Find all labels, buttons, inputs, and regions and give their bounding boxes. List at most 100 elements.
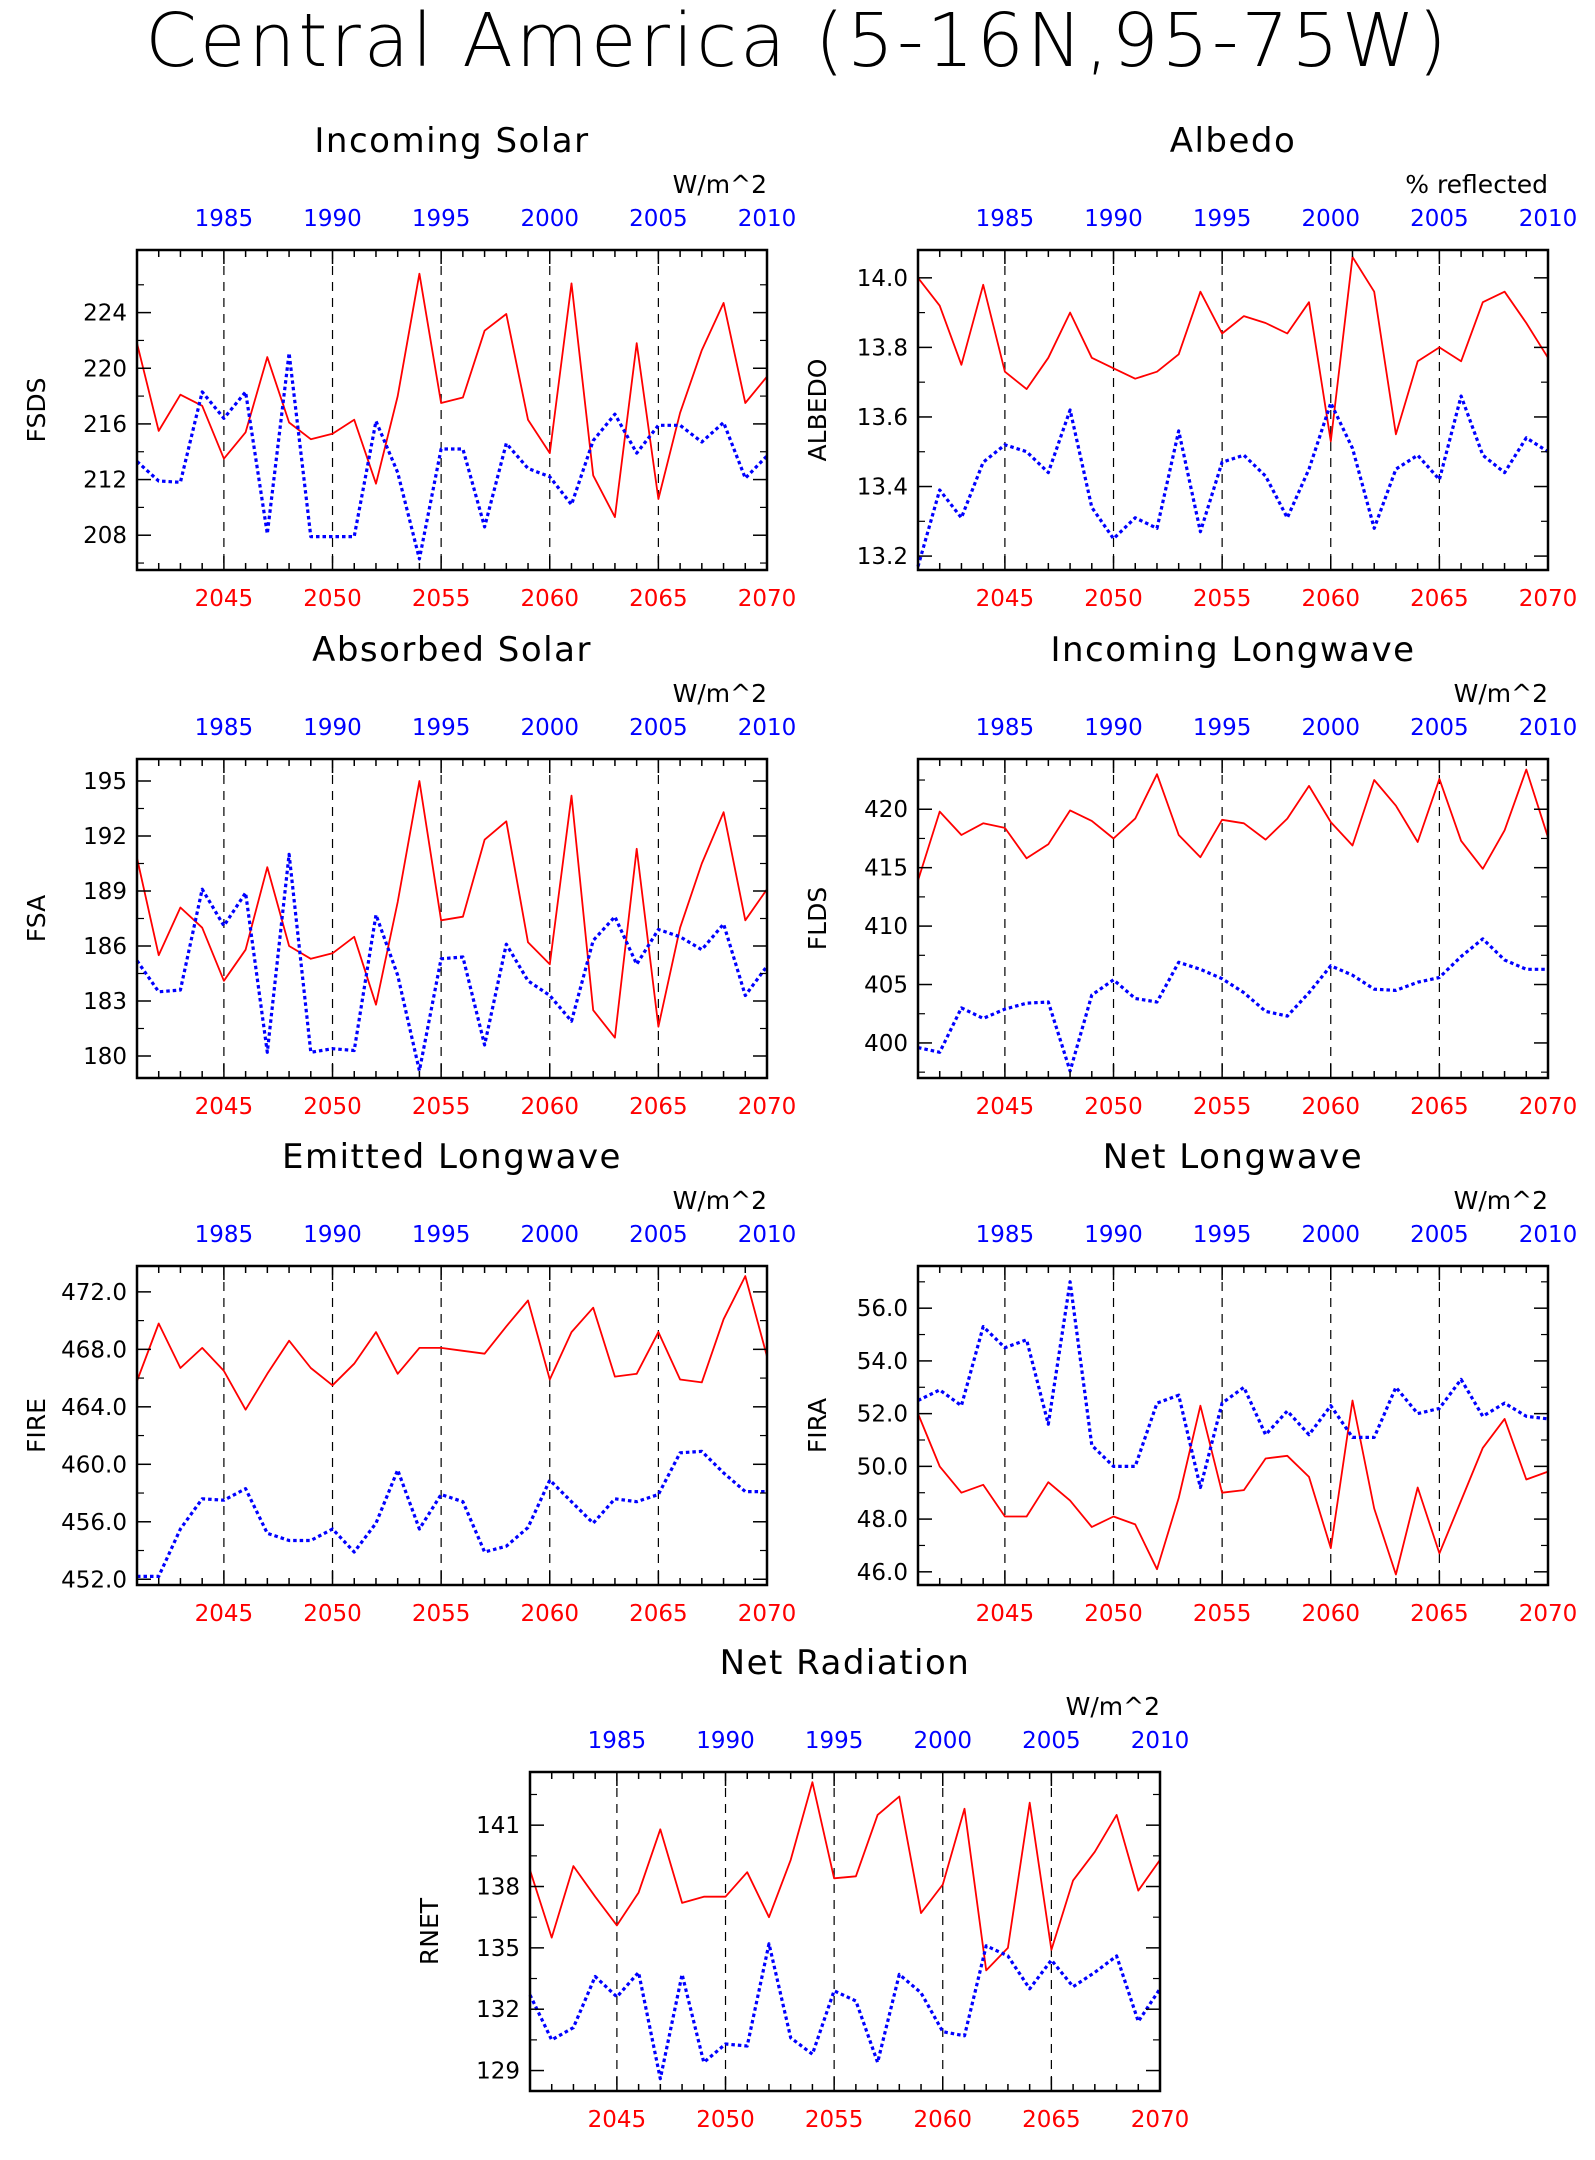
- x-tick-label-future: 2055: [412, 586, 471, 612]
- y-tick-label: 186: [83, 934, 127, 960]
- x-tick-label-future: 2065: [629, 1601, 688, 1627]
- y-tick-label: 415: [864, 856, 908, 882]
- x-tick-label-present: 1995: [1193, 206, 1252, 232]
- x-tick-label-future: 2060: [520, 1601, 579, 1627]
- x-tick-label-future: 2060: [913, 2107, 972, 2133]
- x-tick-label-present: 1995: [1193, 715, 1252, 741]
- y-tick-label: 13.8: [857, 335, 908, 361]
- units-label: W/m^2: [673, 170, 767, 199]
- y-tick-label: 13.6: [857, 405, 908, 431]
- x-tick-label-future: 2065: [1410, 586, 1469, 612]
- plot-frame: [916, 248, 1550, 572]
- series-present-line: [917, 1280, 1549, 1490]
- y-tick-label: 452.0: [61, 1567, 127, 1593]
- chart-title: Absorbed Solar: [312, 630, 592, 670]
- series-present-line: [917, 937, 1548, 1073]
- series-present-line: [135, 351, 769, 561]
- series-future-line: [917, 768, 1549, 881]
- x-tick-label-future: 2055: [412, 1601, 471, 1627]
- x-tick-label-future: 2050: [1084, 1601, 1143, 1627]
- y-tick-label: 13.2: [857, 544, 908, 570]
- x-tick-label-present: 1990: [1084, 206, 1143, 232]
- page-title: Central America (5-16N,95-75W): [145, 0, 1450, 84]
- chart-albedo: Albedo % reflected 2045 2050 2055 2060 2065 207…: [803, 121, 1577, 612]
- plot-frame: [135, 1264, 769, 1587]
- x-tick-label-future: 2055: [412, 1094, 471, 1120]
- units-label: W/m^2: [673, 679, 767, 708]
- y-axis-label: FIRE: [22, 1398, 51, 1453]
- x-tick-label-future: 2050: [1084, 586, 1143, 612]
- x-tick-label-present: 1990: [303, 206, 362, 232]
- y-tick-label: 216: [83, 412, 127, 438]
- x-tick-label-present: 1990: [1084, 1222, 1143, 1248]
- x-tick-label-present: 1995: [805, 1728, 864, 1754]
- x-tick-label-future: 2060: [1301, 1601, 1360, 1627]
- y-tick-label: 183: [83, 989, 127, 1015]
- x-tick-label-present: 2010: [738, 715, 797, 741]
- y-tick-label: 54.0: [857, 1349, 908, 1375]
- y-tick-label: 132: [476, 1997, 520, 2023]
- x-tick-label-future: 2050: [696, 2107, 755, 2133]
- chart-title: Emitted Longwave: [282, 1137, 622, 1177]
- series-future-line: [136, 1275, 768, 1411]
- x-tick-label-future: 2050: [1084, 1094, 1143, 1120]
- x-tick-label-present: 1985: [588, 1728, 647, 1754]
- y-tick-label: 46.0: [857, 1560, 908, 1586]
- x-tick-label-present: 2005: [1022, 1728, 1081, 1754]
- x-tick-label-future: 2045: [976, 1094, 1035, 1120]
- y-tick-label: 14.0: [857, 266, 908, 292]
- y-tick-label: 138: [476, 1875, 520, 1901]
- x-tick-label-present: 2005: [629, 1222, 688, 1248]
- x-tick-label-future: 2050: [303, 1601, 362, 1627]
- chart-fsa: Absorbed Solar W/m^2 2045 2050 2055 2060 2065 2…: [22, 630, 796, 1120]
- x-tick-label-present: 1990: [303, 715, 362, 741]
- y-tick-label: 468.0: [61, 1337, 127, 1363]
- units-label: W/m^2: [1454, 1186, 1548, 1215]
- x-tick-label-future: 2045: [195, 1601, 254, 1627]
- x-tick-label-present: 2000: [520, 715, 579, 741]
- y-tick-label: 135: [476, 1936, 520, 1962]
- y-tick-label: 212: [83, 468, 127, 494]
- units-label: W/m^2: [1066, 1692, 1160, 1721]
- x-tick-label-future: 2045: [976, 586, 1035, 612]
- x-tick-label-present: 2005: [1410, 715, 1469, 741]
- x-tick-label-present: 1985: [976, 206, 1035, 232]
- y-tick-label: 456.0: [61, 1510, 127, 1536]
- chart-fira: Net Longwave W/m^2 2045 2050 2055 2060 2065 207…: [803, 1137, 1577, 1627]
- chart-flds: Incoming Longwave W/m^2 2045 2050 2055 2060 20…: [803, 630, 1577, 1120]
- y-axis-label: FSA: [22, 895, 51, 942]
- series-future-line: [529, 1781, 1161, 1972]
- x-tick-label-future: 2070: [738, 1094, 797, 1120]
- x-tick-label-present: 1995: [412, 1222, 471, 1248]
- y-tick-label: 195: [83, 769, 127, 795]
- y-tick-label: 208: [83, 523, 127, 549]
- x-tick-label-present: 2005: [629, 206, 688, 232]
- x-tick-label-future: 2060: [1301, 1094, 1360, 1120]
- x-tick-label-future: 2045: [195, 1094, 254, 1120]
- chart-title: Net Longwave: [1103, 1137, 1363, 1177]
- x-tick-label-future: 2070: [738, 586, 797, 612]
- x-tick-label-present: 1990: [1084, 715, 1143, 741]
- x-tick-label-present: 2010: [738, 1222, 797, 1248]
- x-tick-label-future: 2045: [195, 586, 254, 612]
- units-label: W/m^2: [1454, 679, 1548, 708]
- y-tick-label: 224: [83, 301, 127, 327]
- x-tick-label-present: 2010: [1519, 206, 1578, 232]
- x-tick-label-future: 2065: [629, 1094, 688, 1120]
- chart-title: Incoming Solar: [314, 121, 589, 161]
- x-tick-label-future: 2055: [1193, 1094, 1252, 1120]
- x-tick-label-present: 2005: [1410, 1222, 1469, 1248]
- x-tick-label-future: 2045: [976, 1601, 1035, 1627]
- x-tick-label-future: 2060: [520, 586, 579, 612]
- x-tick-label-present: 1995: [412, 206, 471, 232]
- x-tick-label-present: 2000: [913, 1728, 972, 1754]
- x-tick-label-present: 1995: [1193, 1222, 1252, 1248]
- x-tick-label-future: 2055: [1193, 586, 1252, 612]
- x-tick-label-future: 2070: [738, 1601, 797, 1627]
- chart-title: Albedo: [1170, 121, 1297, 161]
- plot-frame: [916, 1264, 1550, 1587]
- x-tick-label-present: 2005: [1410, 206, 1469, 232]
- x-tick-label-present: 1985: [195, 1222, 254, 1248]
- y-tick-label: 405: [864, 973, 908, 999]
- plot-frame: [135, 248, 769, 572]
